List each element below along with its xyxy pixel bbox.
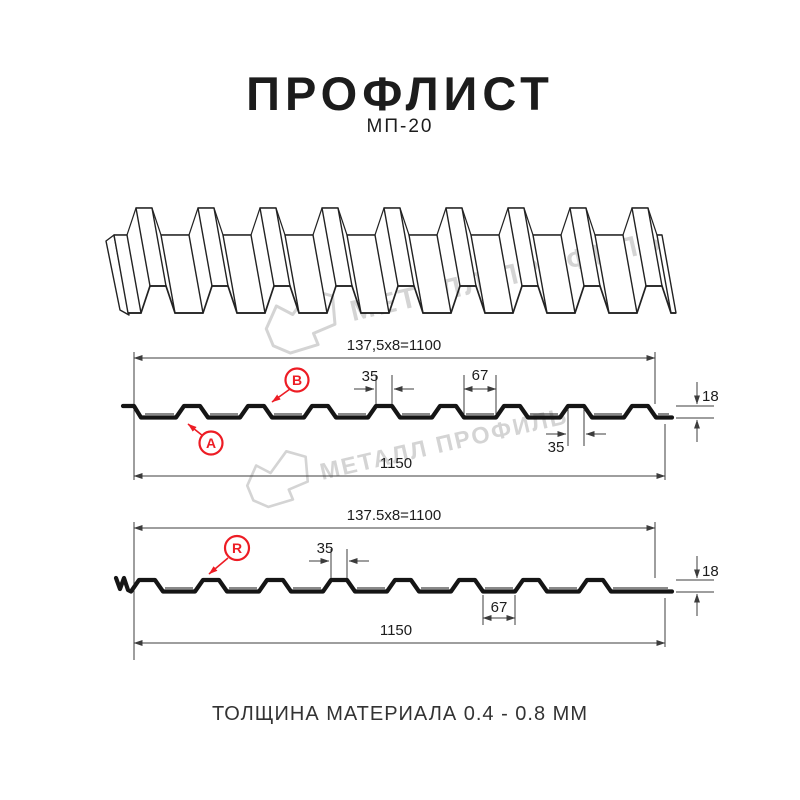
dim-rib-spacing-value: 67 <box>491 599 508 616</box>
label-r-letter: R <box>232 540 242 556</box>
metall-profil-logo-icon <box>264 288 337 355</box>
watermark-brand-text: МЕТАЛЛ ПРОФИЛЬ <box>317 402 570 484</box>
sheet-valley-faces <box>113 234 677 314</box>
dim-profile-height: 18 <box>676 382 719 442</box>
profile-outline <box>120 403 675 420</box>
dim-rib-top-width-lower-value: 35 <box>548 439 565 456</box>
profile-outline <box>113 575 675 594</box>
sheet-front-edge <box>128 285 676 314</box>
dim-rib-top-width-value: 35 <box>317 540 334 557</box>
dim-working-width: 137.5x8=1100 <box>133 507 656 531</box>
dim-rib-spacing: 67 <box>463 367 497 414</box>
dim-total-width-value: 1150 <box>380 622 412 639</box>
sheet-rib-top-faces <box>135 207 663 287</box>
dim-rib-spacing: 67 <box>482 595 516 625</box>
dim-profile-height-value: 18 <box>702 388 719 405</box>
label-b-circle <box>284 367 310 393</box>
label-b-letter: B <box>292 372 302 388</box>
dim-rib-top-width-lower: 35 <box>546 409 606 456</box>
sheet-3d-drawing <box>105 207 677 316</box>
dim-total-width: 1150 <box>133 455 666 479</box>
dim-working-width-value: 137,5x8=1100 <box>347 337 441 354</box>
label-r-circle <box>223 534 251 562</box>
dim-rib-top-width-value: 35 <box>362 368 379 385</box>
label-r: R <box>208 534 251 575</box>
extension-lines <box>133 522 666 660</box>
label-a: A <box>187 423 224 456</box>
material-thickness-note: ТОЛЩИНА МАТЕРИАЛА 0.4 - 0.8 ММ <box>211 703 588 725</box>
dim-profile-height: 18 <box>676 556 719 616</box>
label-a-circle <box>198 430 224 456</box>
watermark-lower: МЕТАЛЛ ПРОФИЛЬ <box>245 402 571 509</box>
dim-rib-spacing-value: 67 <box>472 367 489 384</box>
label-b: B <box>271 367 310 403</box>
dim-total-width: 1150 <box>133 622 666 646</box>
cross-section-2: 137.5x8=1100 35 <box>113 507 719 660</box>
dim-working-width: 137,5x8=1100 <box>133 337 656 361</box>
profile-model-subtitle: МП-20 <box>366 116 434 137</box>
dim-rib-top-width: 35 <box>354 368 414 404</box>
cross-section-1: 137,5x8=1100 35 <box>120 337 719 480</box>
dim-total-width-value: 1150 <box>380 455 412 472</box>
dim-working-width-value: 137.5x8=1100 <box>347 507 441 524</box>
dim-rib-top-width: 35 <box>309 540 369 578</box>
metall-profil-logo-icon <box>245 449 310 509</box>
label-a-letter: A <box>206 435 216 451</box>
page-title: ПРОФЛИСТ <box>246 67 554 120</box>
dim-profile-height-value: 18 <box>702 563 719 580</box>
